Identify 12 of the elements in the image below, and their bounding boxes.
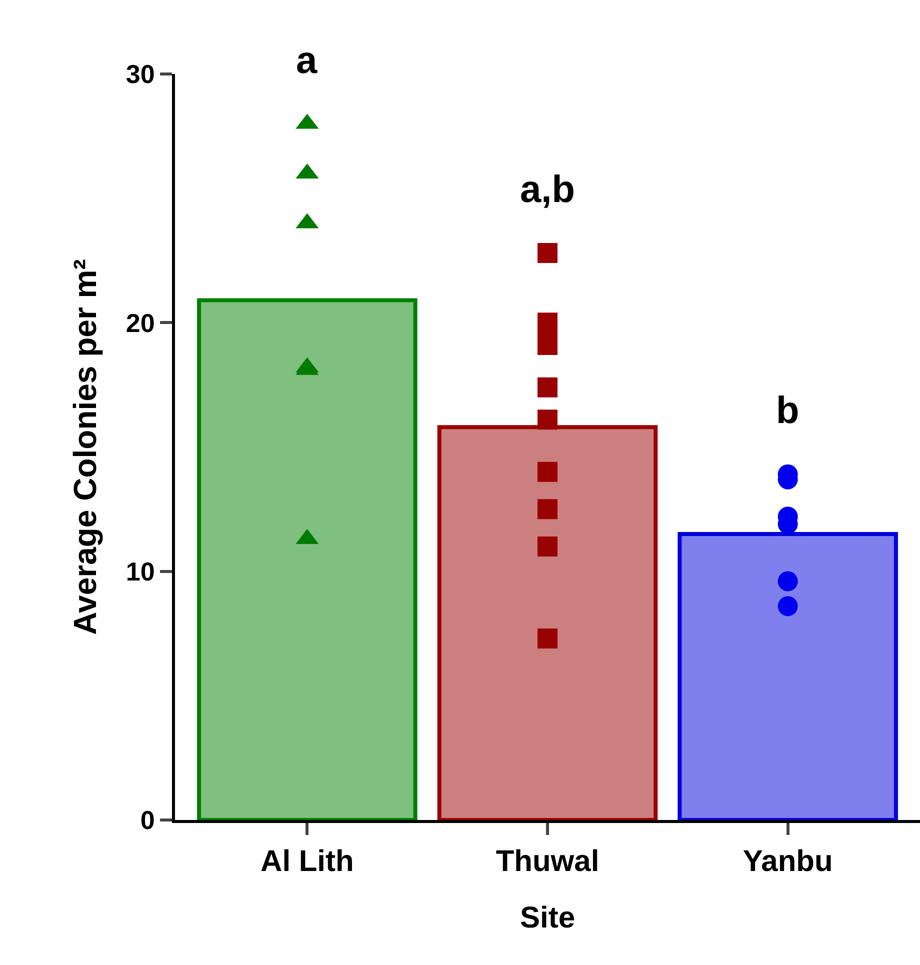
x-tick-label: Yanbu [742,845,833,878]
y-tick-label: 30 [126,59,155,90]
y-tick-label: 0 [140,805,155,836]
annotation: a,b [520,169,575,211]
y-axis-title: Average Colonies per m² [67,259,104,635]
x-tick-label: Thuwal [496,845,600,878]
x-axis-title: Site [520,902,576,934]
annotation: b [776,390,800,432]
annotation: a [296,40,318,82]
y-tick-label: 10 [126,556,155,586]
x-tick-label: Al Lith [260,845,354,878]
y-tick-label: 20 [126,308,155,338]
